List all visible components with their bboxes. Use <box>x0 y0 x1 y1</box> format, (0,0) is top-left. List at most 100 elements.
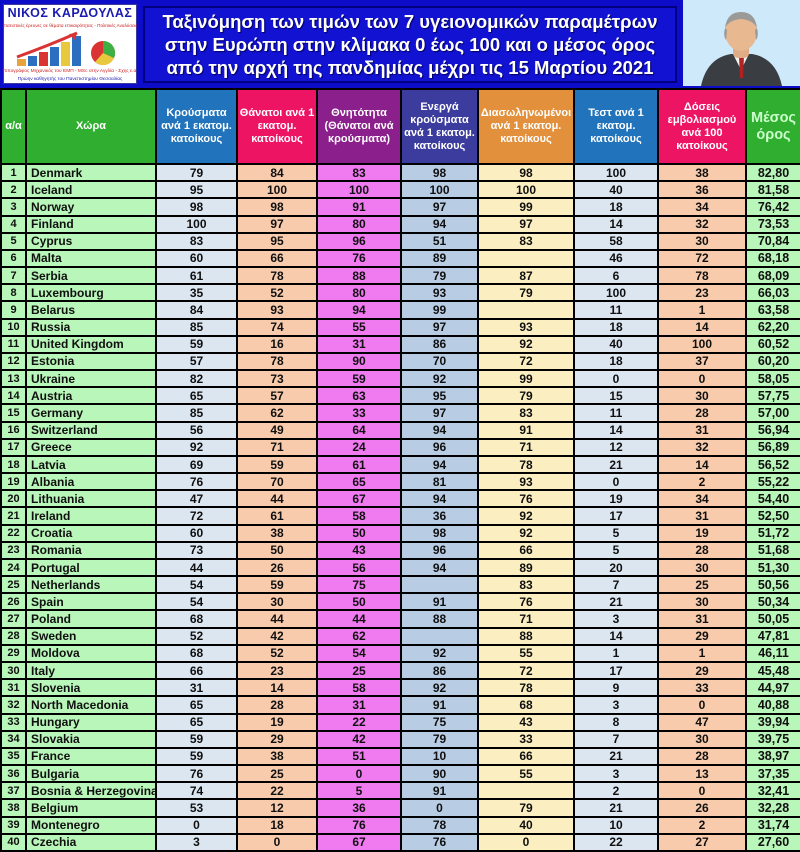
value-cell: 74 <box>155 781 238 801</box>
average-cell: 47,81 <box>745 626 800 646</box>
value-cell: 98 <box>236 197 318 217</box>
rank-cell: 33 <box>0 712 27 732</box>
value-cell: 100 <box>236 180 318 200</box>
value-cell: 38 <box>236 746 318 767</box>
rank-cell: 22 <box>0 523 27 543</box>
average-cell: 70,84 <box>745 231 800 251</box>
value-cell: 44 <box>236 489 318 509</box>
value-cell: 82 <box>155 369 238 389</box>
page-title-line2: στην Ευρώπη στην κλίμακα 0 έως 100 και ο… <box>164 33 656 55</box>
value-cell: 83 <box>477 575 575 595</box>
value-cell: 97 <box>477 214 575 234</box>
value-cell: 31 <box>316 695 402 715</box>
value-cell: 33 <box>477 729 575 749</box>
table-row: 39 Montenegro 0 18 76 78 40 10 2 31,74 <box>0 815 800 835</box>
value-cell: 71 <box>477 609 575 629</box>
table-row: 29 Moldova 68 52 54 92 55 1 1 46,11 <box>0 643 800 663</box>
value-cell: 79 <box>400 266 479 286</box>
value-cell: 78 <box>657 266 747 286</box>
rankings-table: α/α Χώρα Κρούσματα ανά 1 εκατομ. κατοίκους… <box>0 88 800 852</box>
value-cell: 29 <box>657 626 747 646</box>
value-cell: 78 <box>477 454 575 475</box>
value-cell: 23 <box>236 660 318 681</box>
rank-cell: 27 <box>0 609 27 629</box>
value-cell: 38 <box>657 162 747 183</box>
average-cell: 63,58 <box>745 300 800 320</box>
value-cell: 47 <box>657 712 747 732</box>
table-row: 33 Hungary 65 19 22 75 43 8 47 39,94 <box>0 712 800 732</box>
value-cell: 18 <box>573 351 659 372</box>
value-cell: 89 <box>477 557 575 578</box>
value-cell: 85 <box>155 317 238 337</box>
table-row: 20 Lithuania 47 44 67 94 76 19 34 54,40 <box>0 489 800 509</box>
value-cell: 5 <box>316 781 402 801</box>
table-row: 13 Ukraine 82 73 59 92 99 0 0 58,05 <box>0 369 800 389</box>
average-cell: 32,41 <box>745 781 800 801</box>
value-cell: 76 <box>477 592 575 612</box>
value-cell: 85 <box>155 403 238 423</box>
value-cell: 35 <box>155 283 238 303</box>
value-cell: 68 <box>477 695 575 715</box>
value-cell: 59 <box>236 454 318 475</box>
value-cell: 59 <box>155 746 238 767</box>
table-row: 26 Spain 54 30 50 91 76 21 30 50,34 <box>0 592 800 612</box>
country-cell: Iceland <box>25 180 157 200</box>
value-cell: 2 <box>573 781 659 801</box>
value-cell: 14 <box>657 317 747 337</box>
value-cell: 50 <box>316 523 402 543</box>
value-cell: 83 <box>316 162 402 183</box>
value-cell: 25 <box>316 660 402 681</box>
value-cell: 57 <box>155 351 238 372</box>
value-cell: 98 <box>400 162 479 183</box>
rank-cell: 12 <box>0 351 27 372</box>
value-cell: 78 <box>236 266 318 286</box>
table-row: 23 Romania 73 50 43 96 66 5 28 51,68 <box>0 540 800 560</box>
value-cell: 12 <box>573 437 659 457</box>
value-cell: 100 <box>477 180 575 200</box>
rank-cell: 38 <box>0 798 27 818</box>
value-cell: 3 <box>573 609 659 629</box>
table-row: 18 Latvia 69 59 61 94 78 21 14 56,52 <box>0 454 800 475</box>
value-cell: 2 <box>657 815 747 835</box>
page-title-line1: Ταξινόμηση των τιμών των 7 υγειονομικών … <box>162 10 658 32</box>
rank-cell: 20 <box>0 489 27 509</box>
value-cell: 66 <box>477 746 575 767</box>
value-cell: 36 <box>657 180 747 200</box>
logo-tagline: Στατιστικές έρευνες σε θέματα επικαιρότη… <box>2 22 138 28</box>
table-row: 38 Belgium 53 12 36 0 79 21 26 32,28 <box>0 798 800 818</box>
value-cell: 70 <box>236 472 318 492</box>
value-cell: 78 <box>236 351 318 372</box>
value-cell: 93 <box>477 472 575 492</box>
country-cell: Sweden <box>25 626 157 646</box>
value-cell: 98 <box>400 523 479 543</box>
value-cell: 100 <box>573 162 659 183</box>
value-cell: 11 <box>573 403 659 423</box>
value-cell: 83 <box>477 231 575 251</box>
table-row: 16 Switzerland 56 49 64 94 91 14 31 56,94 <box>0 420 800 440</box>
average-cell: 37,35 <box>745 764 800 784</box>
table-row: 19 Albania 76 70 65 81 93 0 2 55,22 <box>0 472 800 492</box>
top-header: ΝΙΚΟΣ ΚΑΡΔΟΥΛΑΣ Στατιστικές έρευνες σε θ… <box>0 0 800 88</box>
column-header: Θάνατοι ανά 1 εκατομ. κατοίκους <box>236 88 318 165</box>
value-cell <box>400 626 479 646</box>
value-cell: 92 <box>155 437 238 457</box>
value-cell: 80 <box>316 214 402 234</box>
country-cell: Montenegro <box>25 815 157 835</box>
country-cell: Czechia <box>25 832 157 852</box>
value-cell: 1 <box>573 643 659 663</box>
value-cell: 30 <box>657 729 747 749</box>
rank-cell: 31 <box>0 678 27 698</box>
value-cell: 95 <box>400 386 479 406</box>
average-cell: 56,52 <box>745 454 800 475</box>
value-cell: 52 <box>236 643 318 663</box>
country-cell: Slovenia <box>25 678 157 698</box>
value-cell: 1 <box>657 643 747 663</box>
portrait-illustration <box>683 0 800 86</box>
value-cell: 58 <box>316 678 402 698</box>
value-cell: 24 <box>316 437 402 457</box>
value-cell <box>477 300 575 320</box>
rank-cell: 6 <box>0 248 27 269</box>
value-cell: 58 <box>573 231 659 251</box>
value-cell: 30 <box>657 592 747 612</box>
